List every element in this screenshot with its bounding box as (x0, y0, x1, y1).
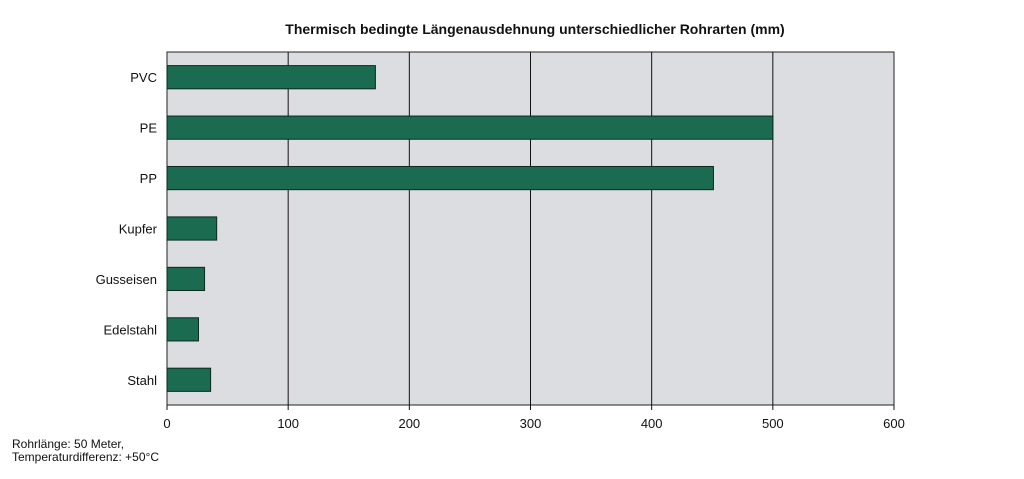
bar-pe (166, 115, 774, 140)
x-tick-label-500: 500 (762, 416, 784, 431)
footnote-temperature-difference: Temperaturdifferenz: +50°C (12, 450, 159, 464)
x-tick-label-200: 200 (398, 416, 420, 431)
x-tick-label-600: 600 (883, 416, 905, 431)
bar-kupfer (166, 216, 218, 241)
chart-title: Thermisch bedingte Längenausdehnung unte… (285, 21, 785, 37)
x-tick-label-0: 0 (163, 416, 170, 431)
y-label-pvc: PVC (130, 70, 157, 85)
bar-stahl (166, 367, 212, 392)
y-label-pe: PE (140, 121, 158, 136)
bar-edelstahl (166, 317, 200, 342)
x-tick-label-300: 300 (520, 416, 542, 431)
y-label-stahl: Stahl (127, 373, 157, 388)
y-label-gusseisen: Gusseisen (96, 272, 157, 287)
bar-gusseisen (166, 266, 206, 292)
bar-pvc (166, 65, 376, 90)
x-tick-label-100: 100 (277, 416, 299, 431)
footnote-pipe-length: Rohrlänge: 50 Meter, (12, 437, 125, 451)
y-label-pp: PP (140, 171, 157, 186)
x-tick-label-400: 400 (641, 416, 663, 431)
y-label-kupfer: Kupfer (119, 222, 158, 237)
y-label-edelstahl: Edelstahl (104, 322, 158, 337)
bar-pp (166, 165, 714, 191)
